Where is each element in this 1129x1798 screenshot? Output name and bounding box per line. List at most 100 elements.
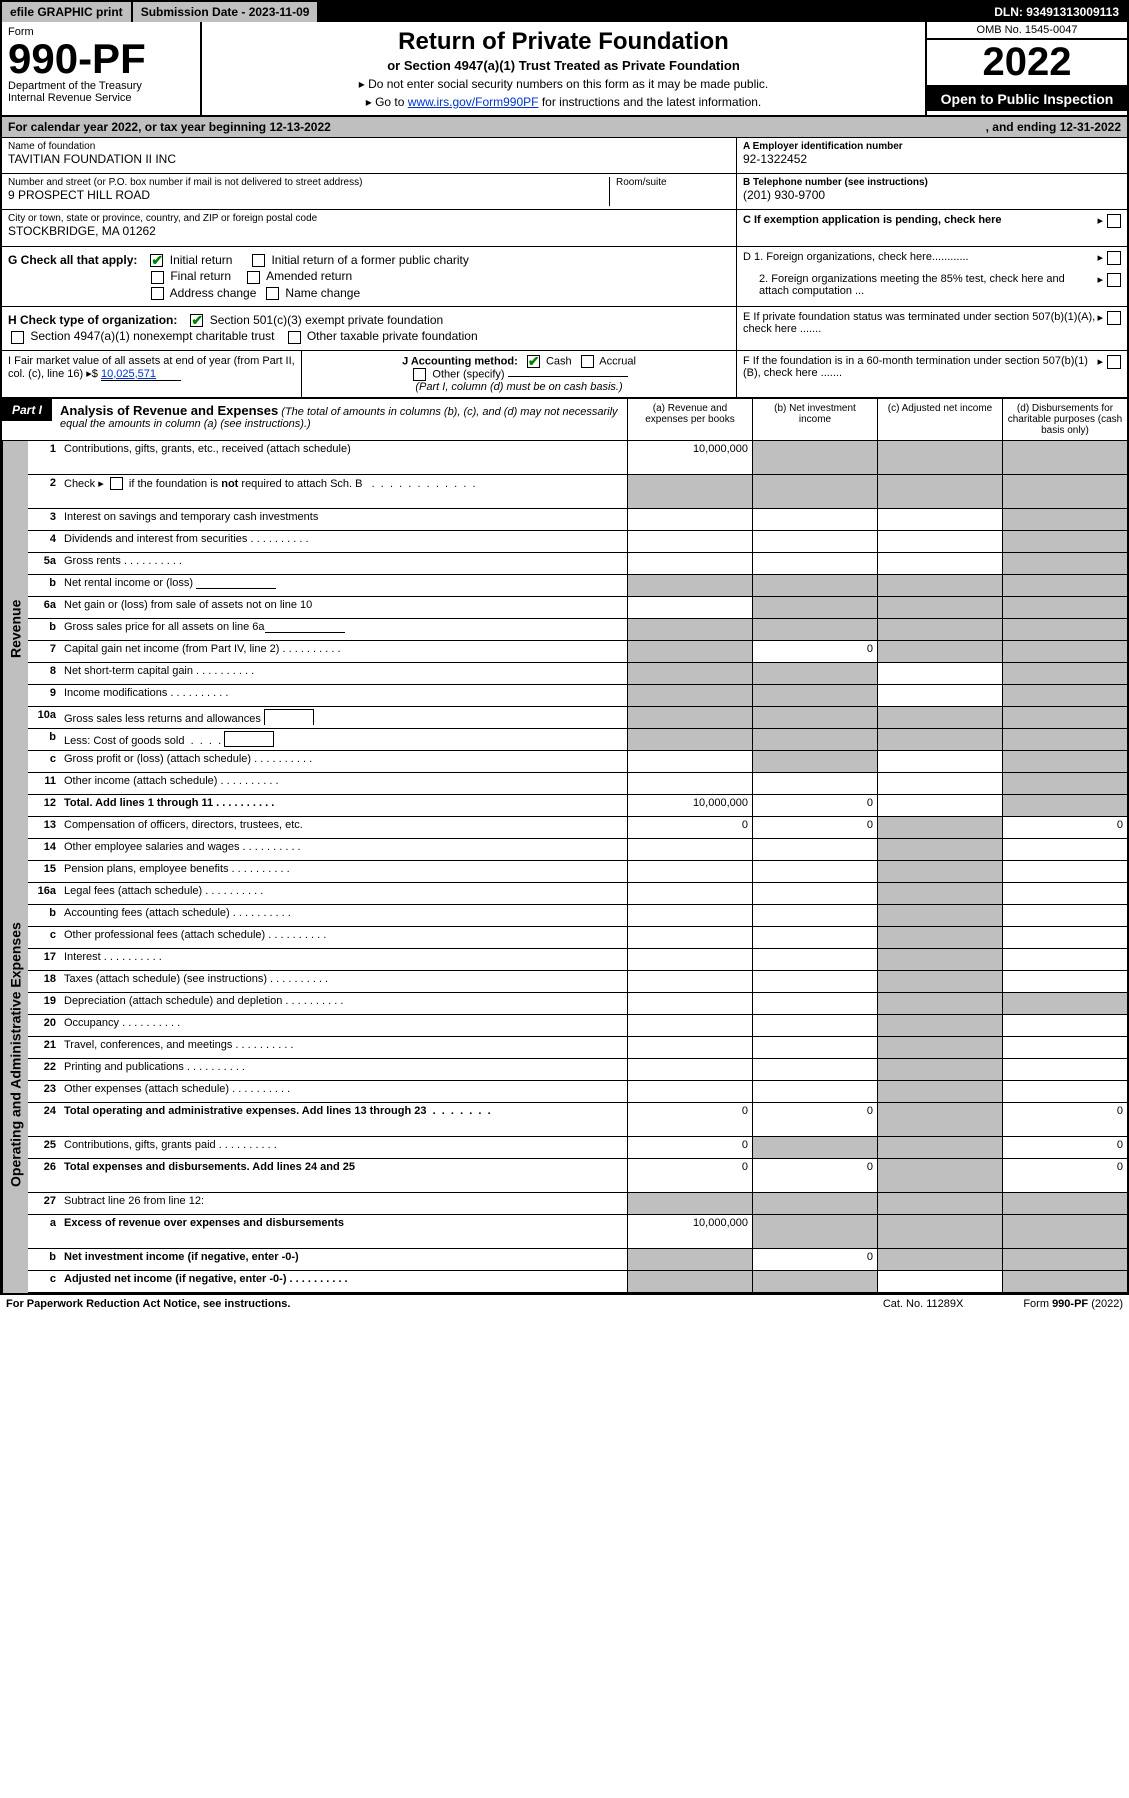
checkbox-address-change[interactable]: [151, 287, 164, 300]
irs-label: Internal Revenue Service: [8, 92, 194, 104]
efile-print-button[interactable]: efile GRAPHIC print: [2, 2, 133, 22]
part-1-desc: Analysis of Revenue and Expenses (The to…: [52, 399, 627, 440]
checkbox-d1[interactable]: [1107, 251, 1121, 265]
line-11-desc: Other income (attach schedule): [60, 773, 627, 794]
expenses-side-label: Operating and Administrative Expenses: [2, 817, 28, 1293]
line-22-desc: Printing and publications: [60, 1059, 627, 1080]
line-10b-num: b: [28, 729, 60, 750]
line-26-desc: Total expenses and disbursements. Add li…: [60, 1159, 627, 1192]
line-18-desc: Taxes (attach schedule) (see instruction…: [60, 971, 627, 992]
h-opt1: Section 501(c)(3) exempt private foundat…: [210, 313, 443, 327]
line-5a-num: 5a: [28, 553, 60, 574]
checkbox-other-taxable[interactable]: [288, 331, 301, 344]
checkbox-final-return[interactable]: [151, 271, 164, 284]
line-23-num: 23: [28, 1081, 60, 1102]
form-note-link: ▸ Go to www.irs.gov/Form990PF for instru…: [212, 95, 915, 109]
checkbox-f[interactable]: [1107, 355, 1121, 369]
checkbox-d2[interactable]: [1107, 273, 1121, 287]
dept-treasury: Department of the Treasury: [8, 80, 194, 92]
street-address: 9 PROSPECT HILL ROAD: [8, 188, 603, 202]
foundation-name-cell: Name of foundation TAVITIAN FOUNDATION I…: [2, 138, 736, 174]
checkbox-accrual[interactable]: [581, 355, 594, 368]
line-5b-num: b: [28, 575, 60, 596]
line-24-desc: Total operating and administrative expen…: [60, 1103, 627, 1136]
line-16c-num: c: [28, 927, 60, 948]
line-13-col-a: 0: [627, 817, 752, 838]
line-20-desc: Occupancy: [60, 1015, 627, 1036]
arrow-icon: ▸: [1097, 251, 1103, 264]
line-24-col-b: 0: [752, 1103, 877, 1136]
checkbox-cash[interactable]: [527, 355, 540, 368]
section-h: H Check type of organization: Section 50…: [2, 307, 737, 350]
name-label: Name of foundation: [8, 141, 730, 152]
checkbox-initial-former[interactable]: [252, 254, 265, 267]
checkbox-501c3[interactable]: [190, 314, 203, 327]
form-ref: Form 990-PF (2022): [1023, 1298, 1123, 1310]
line-5a-desc: Gross rents: [60, 553, 627, 574]
line-27a-desc: Excess of revenue over expenses and disb…: [60, 1215, 627, 1248]
line-11-num: 11: [28, 773, 60, 794]
line-27b-col-b: 0: [752, 1249, 877, 1270]
part-1-header: Part I Analysis of Revenue and Expenses …: [2, 399, 1127, 441]
box-c: C If exemption application is pending, c…: [737, 210, 1127, 232]
goto-prefix: ▸ Go to: [366, 95, 408, 109]
city-cell: City or town, state or province, country…: [2, 210, 736, 246]
h-opt3: Other taxable private foundation: [307, 329, 478, 343]
irs-link[interactable]: www.irs.gov/Form990PF: [408, 95, 539, 109]
line-21-num: 21: [28, 1037, 60, 1058]
line-13-col-b: 0: [752, 817, 877, 838]
line-10b-desc: Less: Cost of goods sold . . . .: [60, 729, 627, 750]
line-4-desc: Dividends and interest from securities: [60, 531, 627, 552]
checkbox-c[interactable]: [1107, 214, 1121, 228]
checkbox-e[interactable]: [1107, 311, 1121, 325]
line-25-desc: Contributions, gifts, grants paid: [60, 1137, 627, 1158]
line-16a-num: 16a: [28, 883, 60, 904]
goto-suffix: for instructions and the latest informat…: [538, 95, 761, 109]
entity-left: Name of foundation TAVITIAN FOUNDATION I…: [2, 138, 737, 246]
line-27a-num: a: [28, 1215, 60, 1248]
line-8-desc: Net short-term capital gain: [60, 663, 627, 684]
phone-label: B Telephone number (see instructions): [743, 177, 1121, 188]
j-label: J Accounting method:: [402, 355, 518, 367]
section-d: D 1. Foreign organizations, check here..…: [737, 247, 1127, 306]
line-6a-num: 6a: [28, 597, 60, 618]
line-15-num: 15: [28, 861, 60, 882]
arrow-icon: ▸: [1097, 311, 1103, 324]
checkbox-initial-return[interactable]: [150, 254, 163, 267]
entity-right: A Employer identification number 92-1322…: [737, 138, 1127, 246]
fmv-value[interactable]: 10,025,571: [101, 368, 181, 381]
line-16a-desc: Legal fees (attach schedule): [60, 883, 627, 904]
line-7-col-b: 0: [752, 641, 877, 662]
other-specify-line: [508, 376, 628, 377]
checkbox-4947[interactable]: [11, 331, 24, 344]
line-13-num: 13: [28, 817, 60, 838]
j-note: (Part I, column (d) must be on cash basi…: [415, 381, 622, 393]
line-2-num: 2: [28, 475, 60, 508]
line-20-num: 20: [28, 1015, 60, 1036]
d1-text: D 1. Foreign organizations, check here..…: [743, 251, 1097, 263]
calendar-year-row: For calendar year 2022, or tax year begi…: [2, 117, 1127, 138]
line-8-num: 8: [28, 663, 60, 684]
ein-value: 92-1322452: [743, 152, 1121, 166]
line-4-num: 4: [28, 531, 60, 552]
line-16b-desc: Accounting fees (attach schedule): [60, 905, 627, 926]
line-14-desc: Other employee salaries and wages: [60, 839, 627, 860]
line-15-desc: Pension plans, employee benefits: [60, 861, 627, 882]
revenue-section: Revenue 1Contributions, gifts, grants, e…: [2, 441, 1127, 817]
line-27b-desc: Net investment income (if negative, ente…: [60, 1249, 627, 1270]
line-13-col-d: 0: [1002, 817, 1127, 838]
line-27b-num: b: [28, 1249, 60, 1270]
line-25-col-d: 0: [1002, 1137, 1127, 1158]
ein-label: A Employer identification number: [743, 141, 1121, 152]
line-26-num: 26: [28, 1159, 60, 1192]
line-9-num: 9: [28, 685, 60, 706]
line-19-desc: Depreciation (attach schedule) and deple…: [60, 993, 627, 1014]
submission-date: Submission Date - 2023-11-09: [133, 2, 320, 22]
line-1-col-a: 10,000,000: [627, 441, 752, 474]
checkbox-name-change[interactable]: [266, 287, 279, 300]
checkbox-schb[interactable]: [110, 477, 123, 490]
checkbox-amended[interactable]: [247, 271, 260, 284]
checkbox-other-method[interactable]: [413, 368, 426, 381]
line-5b-desc: Net rental income or (loss): [60, 575, 627, 596]
d2-text: 2. Foreign organizations meeting the 85%…: [743, 273, 1097, 297]
